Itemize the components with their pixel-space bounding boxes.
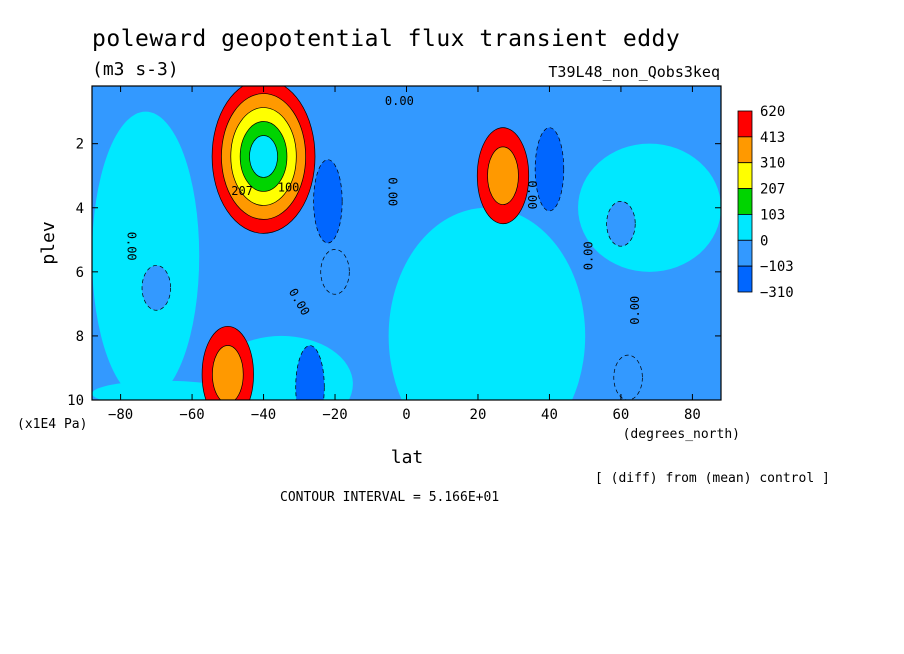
contour-label-2: 100	[278, 181, 300, 195]
colorbar-label-6: −103	[760, 259, 794, 275]
x-tick-label-7: 60	[613, 407, 630, 423]
colorbar-label-3: 207	[760, 182, 785, 198]
y-tick-label-0: 2	[76, 137, 84, 153]
colorbar-label-5: 0	[760, 233, 768, 249]
chart-title: poleward geopotential flux transient edd…	[92, 26, 680, 52]
colorbar-swatch-6	[737, 265, 753, 293]
y-axis-units: (x1E4 Pa)	[17, 417, 87, 432]
contour-field	[92, 86, 721, 400]
y-tick-label-1: 4	[76, 201, 84, 217]
x-tick-label-6: 40	[541, 407, 558, 423]
y-tick-label-3: 8	[76, 329, 84, 345]
positive-region-1	[388, 207, 586, 400]
minimum-5	[295, 345, 325, 400]
colorbar-swatch-3	[737, 188, 753, 215]
x-tick-label-8: 80	[684, 407, 701, 423]
y-tick-label-4: 10	[67, 393, 84, 409]
x-tick-label-0: −80	[108, 407, 133, 423]
contour-label-1: 207	[231, 184, 253, 198]
contour-label-0: 0.00	[385, 94, 414, 108]
colorbar-swatch-2	[737, 162, 753, 189]
contour-label-3: 0.00	[386, 177, 400, 206]
colorbar-swatch-1	[737, 136, 753, 164]
contour-label-7: 0.00	[581, 241, 595, 270]
x-axis-units: (degrees_north)	[623, 427, 740, 442]
x-tick-label-4: 0	[402, 407, 410, 423]
maximum-1-band-1	[487, 146, 519, 205]
x-axis-label: lat	[391, 447, 424, 468]
x-tick-label-2: −40	[251, 407, 276, 423]
y-axis-label: plev	[38, 221, 59, 264]
colorbar-swatch-4	[737, 214, 753, 241]
contour-interval: CONTOUR INTERVAL = 5.166E+01	[280, 490, 499, 505]
x-tick-label-1: −60	[179, 407, 204, 423]
minimum-7	[613, 354, 643, 400]
colorbar-swatch-5	[737, 239, 753, 267]
colorbar-label-4: 103	[760, 207, 785, 223]
contour-label-8: 0.00	[628, 296, 642, 325]
maximum-2-band-1	[212, 345, 244, 400]
minimum-9	[320, 249, 350, 295]
diff-note: [ (diff) from (mean) control ]	[595, 471, 830, 486]
positive-region-2	[578, 143, 721, 272]
x-tick-label-3: −20	[322, 407, 347, 423]
minimum-3	[534, 127, 565, 212]
y-tick-label-2: 6	[76, 265, 84, 281]
positive-region-4	[92, 380, 235, 400]
minimum-4	[313, 159, 343, 244]
colorbar-swatch-0	[737, 110, 753, 138]
colorbar-label-1: 413	[760, 130, 785, 146]
colorbar-label-0: 620	[760, 104, 785, 120]
contour-label-4: 0.00	[125, 232, 139, 261]
minimum-6	[606, 200, 636, 247]
maximum-0-band-4	[249, 135, 278, 178]
x-tick-label-5: 20	[470, 407, 487, 423]
minimum-8	[141, 265, 171, 311]
positive-region-0	[92, 111, 200, 400]
run-label: T39L48_non_Qobs3keq	[548, 63, 720, 81]
contour-label-6: 0.00	[525, 180, 539, 209]
units-label: (m3 s-3)	[92, 59, 179, 80]
colorbar-label-7: −310	[760, 285, 794, 301]
colorbar-label-2: 310	[760, 156, 785, 172]
